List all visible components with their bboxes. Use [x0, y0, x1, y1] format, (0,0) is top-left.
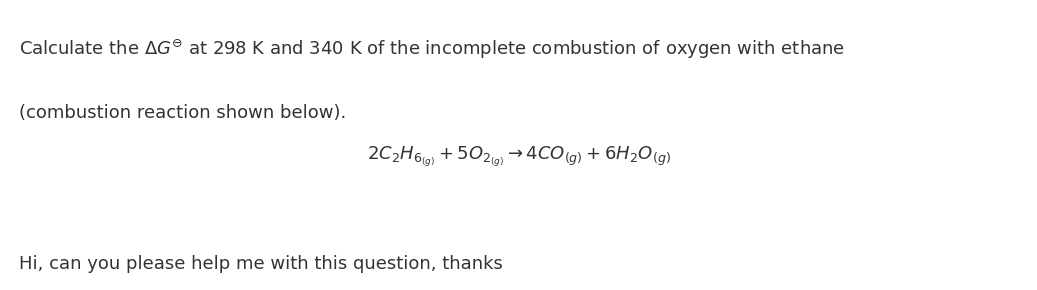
- Text: Hi, can you please help me with this question, thanks: Hi, can you please help me with this que…: [19, 255, 503, 273]
- Text: (combustion reaction shown below).: (combustion reaction shown below).: [19, 104, 346, 122]
- Text: Calculate the $\Delta G^{\ominus}$ at 298 K and 340 K of the incomplete combusti: Calculate the $\Delta G^{\ominus}$ at 29…: [19, 38, 845, 61]
- Text: $2C_2H_{6_{(g)}} + 5O_{2_{(g)}} \rightarrow 4CO_{(g)} + 6H_2O_{(g)}$: $2C_2H_{6_{(g)}} + 5O_{2_{(g)}} \rightar…: [366, 145, 671, 169]
